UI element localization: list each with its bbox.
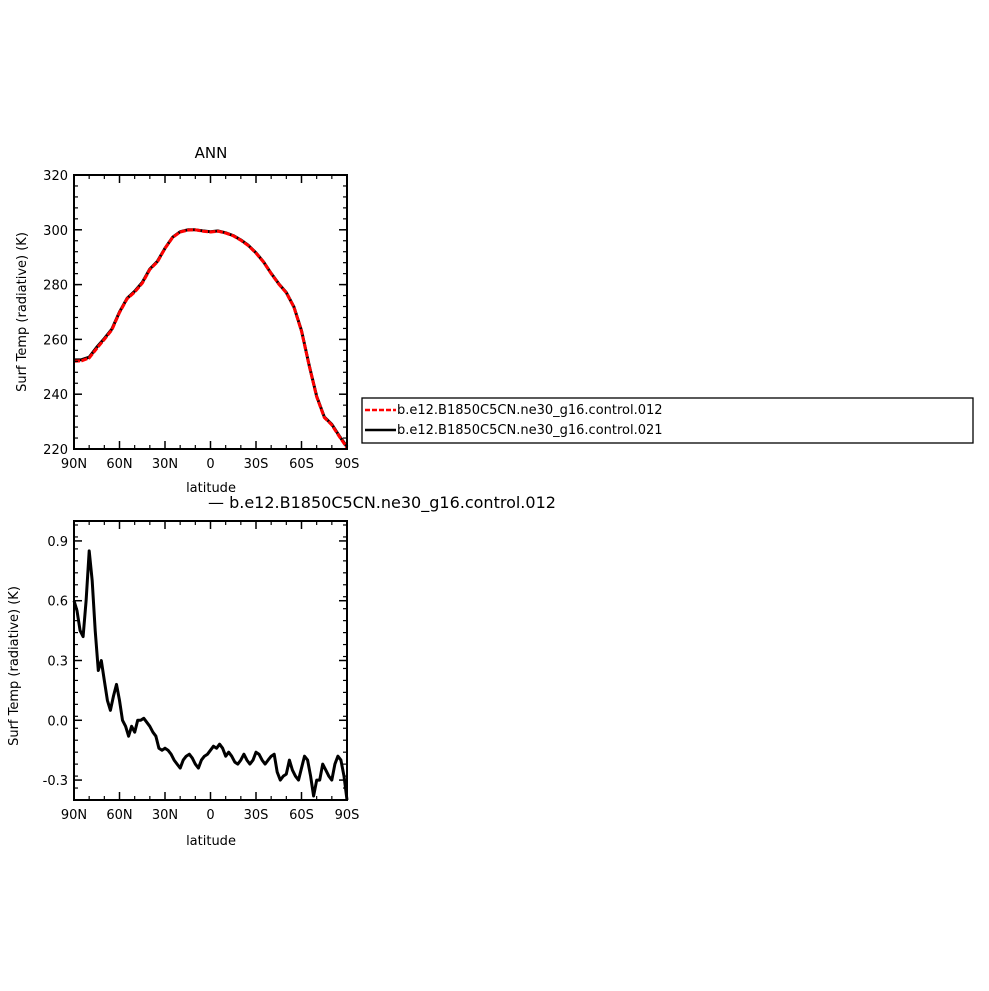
upper-panel-title: ANN	[195, 144, 228, 162]
legend-label-series-1: b.e12.B1850C5CN.ne30_g16.control.012	[397, 403, 663, 418]
upper-panel-x-axis-label: latitude	[186, 481, 236, 496]
upper-panel-y-tick-label: 300	[43, 224, 68, 239]
upper-panel-x-tick-label: 60S	[289, 457, 314, 472]
lower-panel-x-tick-label: 30S	[244, 808, 269, 823]
upper-panel-y-tick-label: 260	[43, 333, 68, 348]
upper-panel-x-tick-label: 30S	[244, 457, 269, 472]
lower-panel-x-tick-label: 0	[206, 808, 214, 823]
upper-panel-x-tick-label: 30N	[152, 457, 178, 472]
lower-panel-series-line-1	[72, 549, 349, 801]
upper-panel: ANN 90N 60N 30N 0 30S 60S 90S 220 240 260 280 300 3…	[15, 144, 359, 496]
upper-panel-frame	[73, 174, 348, 450]
upper-panel-series	[73, 228, 349, 449]
lower-panel-series	[72, 549, 349, 801]
upper-panel-x-tick-label: 90N	[61, 457, 87, 472]
lower-panel-y-tick-label: 0.3	[47, 655, 68, 670]
lower-panel-y-ticks: -0.3 0.0 0.3 0.6 0.9	[43, 524, 347, 801]
upper-panel-y-axis-label: Surf Temp (radiative) (K)	[15, 232, 30, 392]
lower-panel-x-tick-label: 60N	[106, 808, 132, 823]
lower-panel-y-axis-label: Surf Temp (radiative) (K)	[7, 586, 22, 746]
upper-panel-y-tick-label: 220	[43, 443, 68, 458]
lower-panel-x-tick-label: 90N	[61, 808, 87, 823]
lower-panel-y-tick-label: 0.6	[47, 595, 68, 610]
lower-panel-x-tick-label: 60S	[289, 808, 314, 823]
upper-panel-y-tick-label: 240	[43, 388, 68, 403]
upper-panel-y-tick-label: 320	[43, 169, 68, 184]
lower-panel-y-tick-label: 0.0	[47, 714, 68, 729]
upper-panel-x-tick-label: 60N	[106, 457, 132, 472]
upper-panel-series-line-1	[73, 228, 349, 449]
upper-panel-y-tick-label: 280	[43, 279, 68, 294]
upper-panel-x-tick-label: 90S	[335, 457, 360, 472]
legend-label-series-2: b.e12.B1850C5CN.ne30_g16.control.021	[397, 423, 663, 438]
lower-panel-x-tick-label: 30N	[152, 808, 178, 823]
upper-panel-series-line-2	[73, 228, 349, 448]
upper-panel-x-ticks: 90N 60N 30N 0 30S 60S 90S	[61, 175, 360, 472]
upper-panel-x-tick-label: 0	[206, 457, 214, 472]
upper-panel-y-ticks: 220 240 260 280 300 320	[43, 169, 347, 458]
lower-panel-title: — b.e12.B1850C5CN.ne30_g16.control.012	[208, 493, 556, 513]
lower-panel-x-ticks: 90N 60N 30N 0 30S 60S 90S	[61, 521, 360, 823]
lower-panel-y-tick-label: 0.9	[47, 535, 68, 550]
lower-panel-x-axis-label: latitude	[186, 834, 236, 849]
lower-panel: — b.e12.B1850C5CN.ne30_g16.control.012 9…	[7, 493, 556, 849]
legend-box	[361, 397, 974, 444]
lower-panel-y-tick-label: -0.3	[43, 774, 68, 789]
lower-panel-x-tick-label: 90S	[335, 808, 360, 823]
legend: b.e12.B1850C5CN.ne30_g16.control.012 b.e…	[361, 397, 974, 444]
